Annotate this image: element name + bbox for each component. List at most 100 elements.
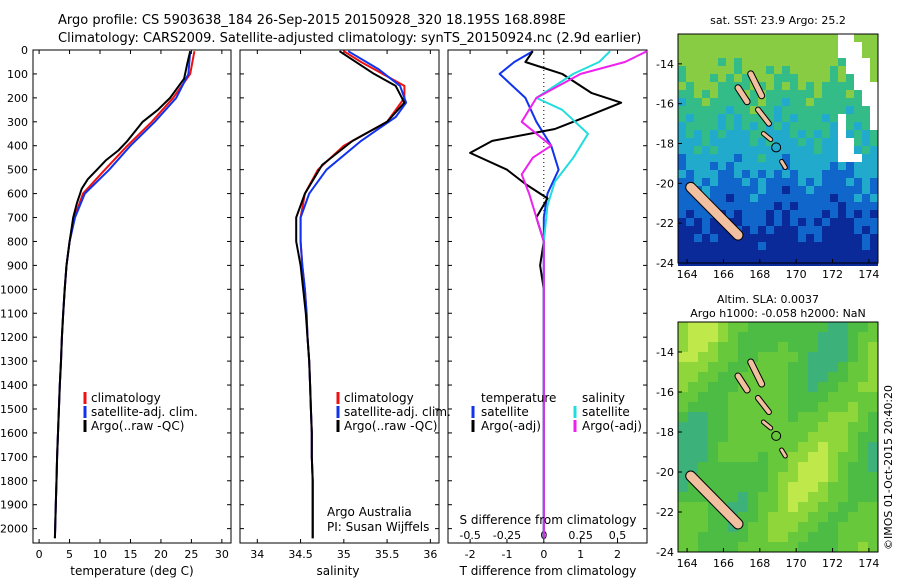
depth-tick-label: 1300: [0, 355, 28, 368]
map-cell: [828, 372, 838, 382]
map-cell: [838, 210, 846, 218]
map-cell: [758, 442, 768, 452]
map-x-tick-label: 174: [858, 557, 879, 570]
map-cell: [750, 106, 758, 114]
map-cell: [870, 218, 878, 226]
map-cell: [726, 34, 734, 42]
map-cell: [718, 492, 728, 502]
map-cell: [830, 106, 838, 114]
map-cell: [788, 382, 798, 392]
map-cell: [678, 422, 688, 432]
map-cell: [766, 114, 774, 122]
map-cell: [678, 542, 688, 552]
map-cell: [694, 58, 702, 66]
map-cell: [748, 342, 758, 352]
map-cell: [728, 532, 738, 542]
map-cell: [702, 258, 710, 266]
s-tick-label: 0.5: [609, 529, 627, 542]
map-cell: [678, 146, 686, 154]
map-cell: [822, 50, 830, 58]
map-cell: [838, 82, 846, 90]
salinity-lines: [295, 50, 408, 539]
salinity-xlabel: salinity: [316, 564, 359, 578]
map-cell: [768, 432, 778, 442]
depth-tick-label: 1100: [0, 307, 28, 320]
map-cell: [726, 138, 734, 146]
map-cell: [678, 186, 686, 194]
map-cell: [708, 402, 718, 412]
map-cell: [738, 442, 748, 452]
map-cell: [788, 432, 798, 442]
map-cell: [686, 258, 694, 266]
x-tick-label: -2: [465, 548, 476, 561]
map-cell: [808, 532, 818, 542]
map-cell: [748, 332, 758, 342]
map-cell: [798, 82, 806, 90]
salinity-legend: climatology satellite-adj. clim. Argo(..…: [336, 391, 451, 433]
map-cell: [870, 74, 878, 82]
temperature-plot-frame: [32, 49, 232, 544]
map-cell: [710, 178, 718, 186]
map-cell: [694, 250, 702, 258]
map-cell: [818, 542, 828, 552]
sst-map-frame: [677, 33, 879, 264]
map-cell: [686, 90, 694, 98]
map-cell: [750, 242, 758, 250]
map-cell: [778, 372, 788, 382]
map-cell: [862, 130, 870, 138]
map-cell: [698, 432, 708, 442]
map-cell: [694, 50, 702, 58]
map-cell: [848, 352, 858, 362]
map-cell: [868, 362, 878, 372]
map-cell: [734, 114, 742, 122]
map-cell: [748, 392, 758, 402]
map-cell: [738, 502, 748, 512]
map-cell: [868, 472, 878, 482]
map-cell: [698, 412, 708, 422]
map-x-tick-label: 164: [677, 557, 698, 570]
map-cell: [868, 382, 878, 392]
temperature-ticks: 0 5 10 15 20 25 30: [33, 49, 231, 561]
map-cell: [774, 162, 782, 170]
map-cell: [738, 342, 748, 352]
map-cell: [862, 178, 870, 186]
x-tick-label: 35.5: [375, 548, 400, 561]
map-cell: [782, 138, 790, 146]
map-cell: [718, 226, 726, 234]
map-cell: [748, 492, 758, 502]
salinity-ticks: 34 34.5 35 35.5 36: [240, 49, 439, 561]
map-cell: [822, 98, 830, 106]
map-cell: [694, 74, 702, 82]
map-cell: [808, 412, 818, 422]
map-cell: [728, 382, 738, 392]
argo-position-marker: [771, 430, 782, 441]
map-cell: [726, 162, 734, 170]
map-cell: [758, 452, 768, 462]
map-cell: [818, 342, 828, 352]
map-cell: [750, 218, 758, 226]
map-cell: [774, 218, 782, 226]
map-cell: [838, 352, 848, 362]
map-cell: [768, 522, 778, 532]
map-cell: [728, 352, 738, 362]
map-cell: [798, 122, 806, 130]
map-cell: [782, 202, 790, 210]
map-cell: [782, 122, 790, 130]
map-cell: [678, 532, 688, 542]
map-cell: [742, 186, 750, 194]
depth-tick-label: 1700: [0, 451, 28, 464]
map-cell: [734, 74, 742, 82]
map-cell: [830, 210, 838, 218]
map-cell: [734, 194, 742, 202]
map-cell: [790, 178, 798, 186]
map-cell: [702, 218, 710, 226]
map-cell: [858, 412, 868, 422]
map-cell: [702, 242, 710, 250]
map-cell: [726, 146, 734, 154]
map-cell: [862, 170, 870, 178]
map-cell: [718, 342, 728, 352]
map-cell: [698, 352, 708, 362]
map-cell: [718, 82, 726, 90]
map-cell: [718, 34, 726, 42]
map-cell: [868, 452, 878, 462]
